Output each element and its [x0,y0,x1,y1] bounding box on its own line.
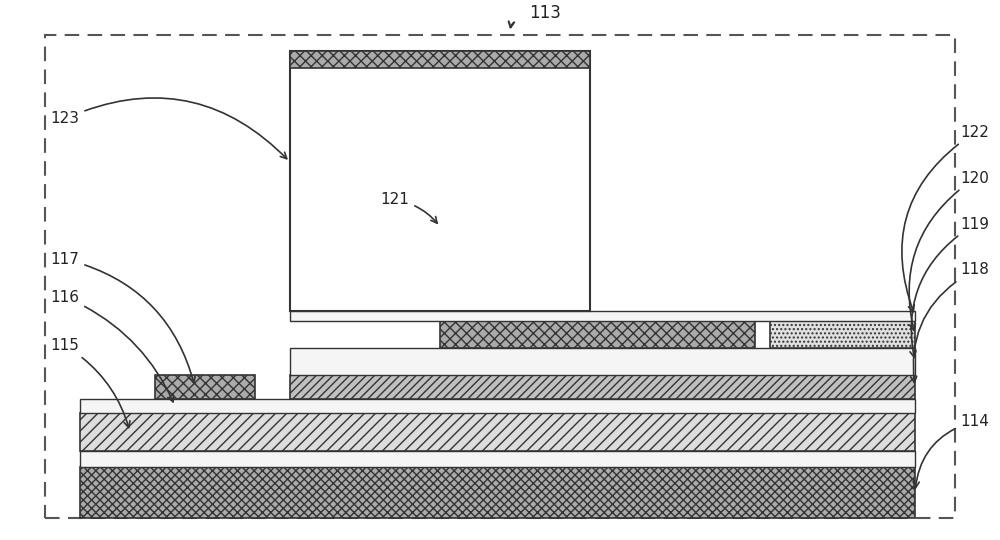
Text: 123: 123 [50,98,287,159]
Bar [290,375,915,399]
Bar [770,321,915,348]
Bar [80,399,915,413]
Text: 114: 114 [913,414,989,488]
Text: 121: 121 [381,192,437,223]
Text: 118: 118 [911,262,989,382]
Bar [80,413,915,451]
Bar [80,467,915,518]
Bar [290,348,915,375]
Text: 116: 116 [50,289,173,402]
Text: 115: 115 [51,338,130,428]
Text: 113: 113 [529,4,561,23]
Bar [155,375,255,399]
Bar [290,51,590,68]
Text: 117: 117 [51,252,195,383]
Bar [80,451,915,467]
Bar [290,51,590,310]
Text: 120: 120 [909,171,989,330]
Bar [290,310,915,321]
Bar [440,321,755,348]
Text: 119: 119 [910,217,990,357]
Text: 122: 122 [902,125,989,312]
Bar [45,35,955,518]
